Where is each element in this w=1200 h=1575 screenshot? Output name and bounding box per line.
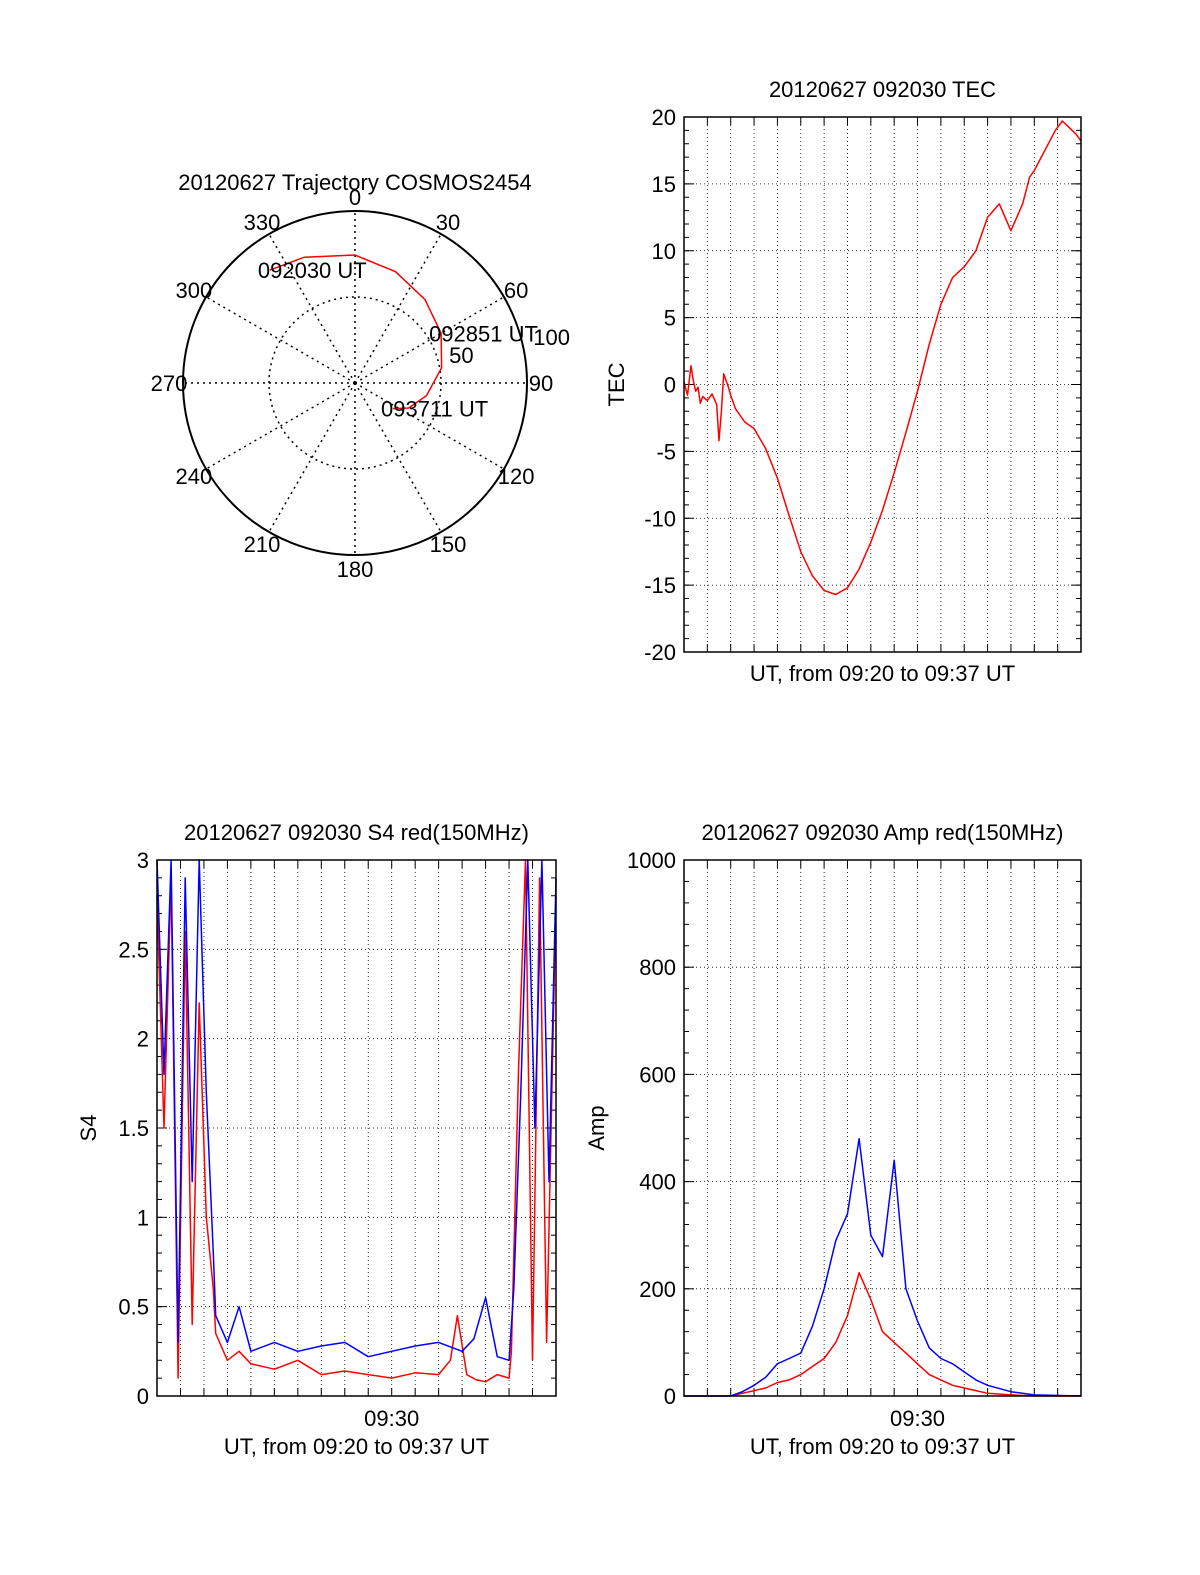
trajectory-time-label: 092030 UT: [258, 258, 367, 283]
y-tick-label: 1000: [627, 848, 676, 873]
series-line-0: [684, 1271, 1081, 1397]
y-tick-label: -20: [644, 640, 676, 665]
y-tick-label: 0: [137, 1384, 149, 1409]
y-axis-label: TEC: [604, 362, 629, 406]
x-axis-label: UT, from 09:20 to 09:37 UT: [750, 1434, 1015, 1459]
chart-title: 20120627 092030 S4 red(150MHz): [184, 820, 529, 845]
y-tick-label: 800: [639, 955, 676, 980]
polar-angle-label: 270: [151, 371, 188, 396]
y-tick-label: 2.5: [118, 937, 149, 962]
y-tick-label: 2: [137, 1027, 149, 1052]
y-tick-label: 10: [652, 239, 676, 264]
x-axis-label: UT, from 09:20 to 09:37 UT: [224, 1434, 489, 1459]
polar-angle-label: 180: [337, 557, 374, 582]
y-tick-label: 5: [664, 306, 676, 331]
y-axis-label: Amp: [584, 1105, 609, 1150]
polar-radius-label: 100: [533, 325, 570, 350]
series-line-1: [684, 1137, 1082, 1397]
y-tick-label: 200: [639, 1277, 676, 1302]
polar-spoke: [268, 233, 356, 384]
series-line-0: [683, 120, 1082, 596]
x-axis-label: UT, from 09:20 to 09:37 UT: [750, 661, 1015, 686]
polar-angle-label: 120: [498, 464, 535, 489]
y-tick-label: 3: [137, 848, 149, 873]
y-tick-label: 1.5: [118, 1116, 149, 1141]
chart-title: 20120627 092030 Amp red(150MHz): [701, 820, 1063, 845]
polar-angle-label: 300: [176, 278, 213, 303]
plot-frame: [156, 859, 557, 1397]
polar-angle-label: 0: [349, 185, 361, 210]
polar-angle-label: 60: [504, 278, 528, 303]
plot-frame: [683, 859, 1082, 1397]
trajectory-line: [269, 254, 443, 410]
y-tick-label: -10: [644, 506, 676, 531]
y-tick-label: 0: [664, 373, 676, 398]
polar-angle-label: 330: [244, 210, 281, 235]
polar-spoke: [205, 382, 356, 470]
plot-frame: [683, 116, 1082, 653]
y-tick-label: -15: [644, 573, 676, 598]
polar-spoke: [205, 296, 356, 384]
polar-spoke: [354, 233, 442, 384]
y-tick-label: 1: [137, 1205, 149, 1230]
y-tick-label: 0: [664, 1384, 676, 1409]
trajectory-time-label: 093711 UT: [381, 397, 488, 422]
series-line-1: [156, 859, 557, 1362]
polar-radius-label: 50: [449, 343, 473, 368]
trajectory-time-label: 092851 UT: [429, 321, 538, 346]
y-tick-label: 600: [639, 1062, 676, 1087]
polar-spoke: [354, 382, 505, 470]
y-tick-label: 15: [652, 172, 676, 197]
y-axis-label: S4: [76, 1115, 101, 1142]
y-tick-label: 0.5: [118, 1295, 149, 1320]
polar-angle-label: 150: [430, 532, 467, 557]
x-tick-label: 09:30: [890, 1406, 945, 1431]
polar-spoke: [268, 382, 356, 533]
polar-title: 20120627 Trajectory COSMOS2454: [178, 170, 531, 195]
chart-title: 20120627 092030 TEC: [769, 77, 996, 102]
polar-outer-ring: [182, 210, 528, 556]
y-tick-label: 400: [639, 1170, 676, 1195]
series-line-0: [156, 859, 557, 1383]
polar-angle-label: 30: [436, 210, 460, 235]
polar-angle-label: 90: [529, 371, 553, 396]
polar-spoke: [354, 296, 505, 384]
y-tick-label: -5: [656, 439, 676, 464]
y-tick-label: 20: [652, 105, 676, 130]
x-tick-label: 09:30: [364, 1406, 419, 1431]
polar-spoke: [354, 382, 442, 533]
polar-angle-label: 210: [244, 532, 281, 557]
polar-angle-label: 240: [176, 464, 213, 489]
